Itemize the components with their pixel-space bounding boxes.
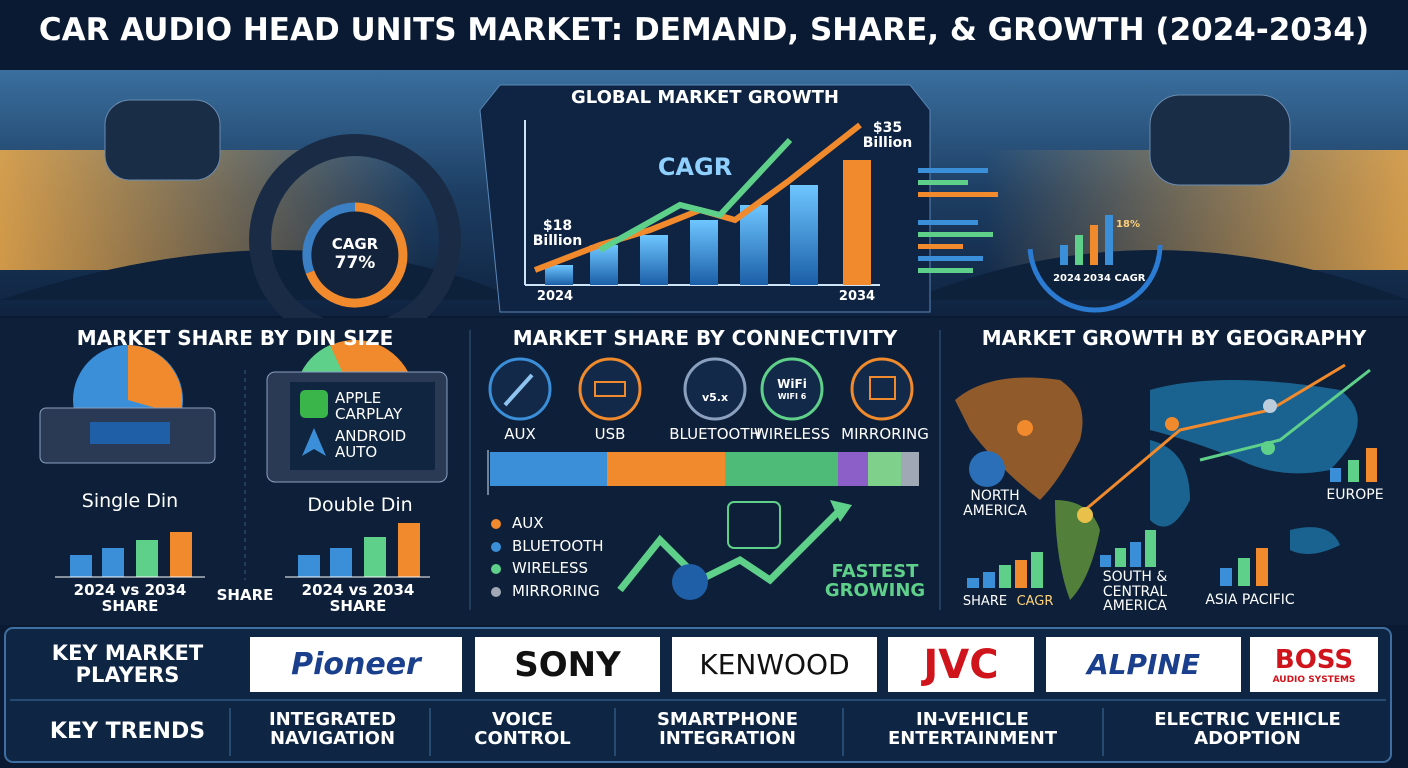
mirror-badge <box>727 501 781 549</box>
aux-plug <box>503 373 534 407</box>
icon-label: WIRELESS <box>753 425 831 443</box>
din-bars <box>55 523 430 578</box>
auto-icon <box>302 428 326 456</box>
icon-label: MIRRORING <box>841 425 929 443</box>
geo-legend: SHARE <box>962 594 1008 609</box>
mirror-right <box>1149 94 1291 186</box>
boss-sub: AUDIO SYSTEMS <box>1272 674 1356 685</box>
region-label: SOUTH & CENTRAL AMERICA <box>1102 569 1168 615</box>
connectivity-bar <box>490 452 919 486</box>
mirror-left <box>104 99 221 181</box>
growth-arrow-green <box>598 137 793 253</box>
geo-bars <box>967 448 1377 588</box>
icon-text: WiFi <box>777 377 807 391</box>
title-bar <box>0 0 1408 70</box>
geo-arrow <box>1199 368 1371 462</box>
icon-text: v5.x <box>701 391 729 404</box>
mini-label: CAGR <box>1114 273 1146 284</box>
mirror-icon <box>869 376 896 400</box>
growth-title: GLOBAL MARKET GROWTH <box>571 87 839 108</box>
legend-label: MIRRORING <box>512 582 600 600</box>
dash-rows <box>918 168 998 273</box>
fastest-growing: FASTEST GROWING <box>824 561 926 601</box>
geo-legend: CAGR <box>1016 594 1054 609</box>
logo-sony: SONY <box>475 637 660 692</box>
mini-label: 2024 <box>1053 273 1081 284</box>
mini-bars <box>1060 215 1113 265</box>
connectivity-icons <box>488 357 914 421</box>
globe <box>969 451 1005 487</box>
icon-text: WIFI 6 <box>777 392 807 401</box>
logo-pioneer: Pioneer <box>250 637 462 692</box>
trend: ELECTRIC VEHICLE ADOPTION <box>1154 709 1341 749</box>
trends-label: KEY TRENDS <box>49 719 206 744</box>
logo-boss: BOSS AUDIO SYSTEMS <box>1250 637 1378 692</box>
icon-label: AUX <box>504 425 536 443</box>
start-value: $18 Billion <box>532 218 583 249</box>
icon-label: USB <box>594 425 626 443</box>
gauge-value: 77% <box>334 253 376 273</box>
gauge-bg <box>307 207 403 303</box>
trend: INTEGRATED NAVIGATION <box>268 709 397 749</box>
din-middle: SHARE <box>216 586 274 604</box>
start-year: 2024 <box>536 289 574 304</box>
screen-text: ANDROID AUTO <box>335 427 407 461</box>
end-year: 2034 <box>838 289 876 304</box>
pie-slice <box>128 345 183 415</box>
double-din: Double Din <box>307 494 413 516</box>
din-title: MARKET SHARE BY DIN SIZE <box>76 326 394 350</box>
mini-pct: 18% <box>1116 219 1140 230</box>
gauge-arc <box>305 202 408 308</box>
logo-jvc: JVC <box>888 637 1034 692</box>
connectivity-title: MARKET SHARE BY CONNECTIVITY <box>512 326 898 350</box>
region-label: NORTH AMERICA <box>963 488 1027 519</box>
region-label: EUROPE <box>1326 487 1384 503</box>
geo-pins <box>1017 399 1277 523</box>
fast-arrow <box>617 507 843 593</box>
legend-label: AUX <box>512 514 544 532</box>
gauge-arc-rest <box>302 202 356 274</box>
trend-dividers <box>229 708 1104 756</box>
usb-plug <box>594 381 626 397</box>
mini-gauge <box>1027 177 1163 313</box>
geography-title: MARKET GROWTH BY GEOGRAPHY <box>981 326 1367 350</box>
icon-label: BLUETOOTH <box>669 425 761 443</box>
gauge-label: CAGR <box>331 235 379 253</box>
wifi-icon <box>672 564 708 600</box>
radio-display <box>90 422 170 444</box>
boss-name: BOSS <box>1274 644 1354 675</box>
cagr-label: CAGR <box>657 153 733 181</box>
single-din: Single Din <box>81 490 179 512</box>
logo-kenwood: KENWOOD <box>672 637 877 692</box>
logo-alpine: ALPINE <box>1046 637 1241 692</box>
mini-label: 2034 <box>1083 273 1111 284</box>
din-caption: 2024 vs 2034 SHARE <box>301 581 415 615</box>
end-value: $35 Billion <box>862 120 913 151</box>
legend-label: BLUETOOTH <box>512 537 604 555</box>
world-map <box>955 377 1358 600</box>
legend-label: WIRELESS <box>512 559 589 577</box>
fast-arrow-head <box>830 500 852 522</box>
screen-text: APPLE CARPLAY <box>335 389 403 423</box>
carplay-icon <box>300 390 328 418</box>
players-label: KEY MARKET PLAYERS <box>51 641 204 688</box>
trend: IN-VEHICLE ENTERTAINMENT <box>887 709 1058 749</box>
page-title: CAR AUDIO HEAD UNITS MARKET: DEMAND, SHA… <box>38 12 1370 48</box>
region-label: ASIA PACIFIC <box>1205 592 1295 608</box>
trend: SMARTPHONE INTEGRATION <box>656 709 799 749</box>
legend-dots <box>491 519 501 597</box>
trend: VOICE CONTROL <box>474 709 571 749</box>
din-caption: 2024 vs 2034 SHARE <box>73 581 187 615</box>
geo-arrow <box>1084 363 1346 512</box>
growth-bars <box>545 160 871 285</box>
